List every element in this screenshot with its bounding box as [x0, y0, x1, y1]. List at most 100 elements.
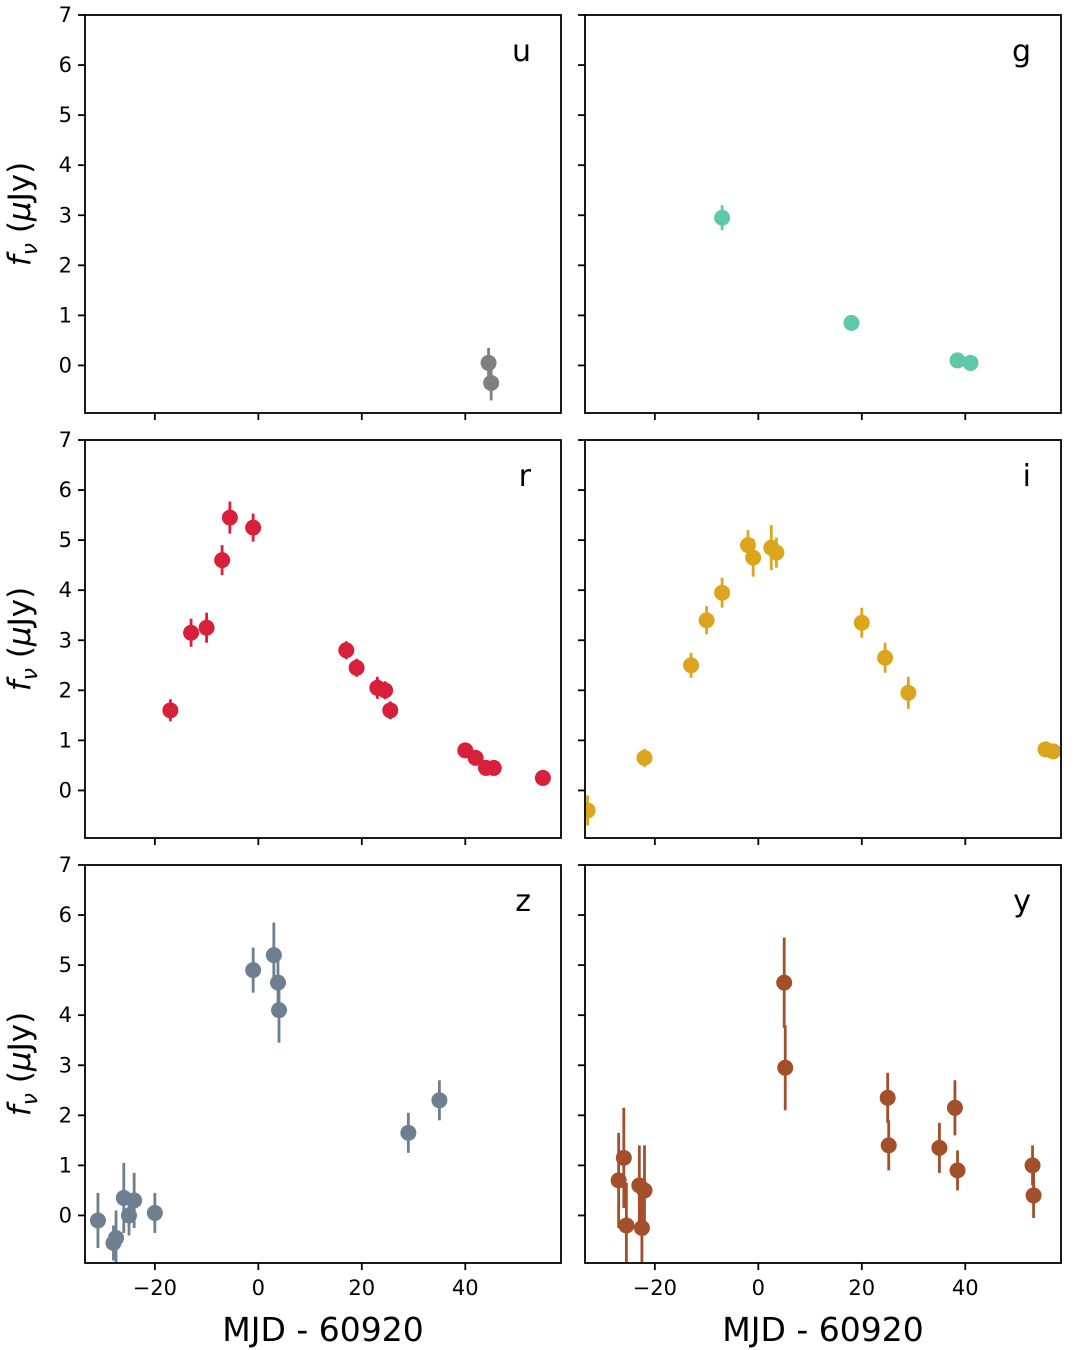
- x-tick-label: 40: [452, 1276, 479, 1300]
- y-tick-label: 2: [59, 1103, 72, 1127]
- data-point-r: [485, 759, 502, 776]
- data-point-r: [245, 519, 262, 536]
- y-tick-label: 5: [59, 953, 72, 977]
- data-point-g: [843, 314, 860, 331]
- axes-spines-y: [584, 864, 1062, 1264]
- y-tick-label: 1: [59, 728, 72, 752]
- x-axis-label: MJD - 60920: [222, 1310, 423, 1349]
- data-point-r: [338, 642, 355, 659]
- data-point-r: [377, 682, 394, 699]
- data-point-i: [739, 537, 756, 554]
- x-tick-label: −20: [633, 1276, 677, 1300]
- axes-spines-i: [584, 439, 1062, 839]
- y-tick-label: 4: [59, 578, 72, 602]
- data-point-i: [745, 549, 762, 566]
- x-tick-label: 0: [252, 1276, 265, 1300]
- axes-spines-z: [84, 864, 562, 1264]
- data-point-z: [431, 1092, 448, 1109]
- data-point-i: [768, 544, 785, 561]
- data-point-r: [214, 552, 231, 569]
- panel-y: −20 0 20 40 y MJD - 60920: [578, 864, 1062, 1349]
- data-point-y: [615, 1149, 632, 1166]
- data-point-r: [162, 702, 179, 719]
- y-tick-label: 0: [59, 1203, 72, 1227]
- band-label-i: i: [1023, 459, 1031, 494]
- y-tick-label: 7: [59, 3, 72, 27]
- data-point-r: [382, 702, 399, 719]
- data-point-r: [467, 749, 484, 766]
- y-tick-label: 2: [59, 678, 72, 702]
- y-tick-label: 3: [59, 203, 72, 227]
- data-point-y: [880, 1137, 897, 1154]
- x-tick-label: 40: [952, 1276, 979, 1300]
- data-point-y: [1025, 1187, 1042, 1204]
- data-point-i: [698, 612, 715, 629]
- data-point-i: [853, 614, 870, 631]
- data-point-r: [183, 624, 200, 641]
- data-point-y: [931, 1139, 948, 1156]
- data-point-z: [89, 1212, 106, 1229]
- band-label-u: u: [512, 34, 531, 69]
- y-axis-label: fν (μJy): [2, 162, 43, 267]
- data-point-z: [245, 962, 262, 979]
- band-label-g: g: [1012, 34, 1031, 69]
- data-point-i: [1045, 743, 1061, 760]
- y-tick-label: 3: [59, 628, 72, 652]
- data-point-z: [400, 1124, 417, 1141]
- data-point-y: [636, 1182, 653, 1199]
- data-point-i: [636, 749, 653, 766]
- data-point-r: [534, 769, 551, 786]
- y-axis-label: fν (μJy): [2, 1012, 43, 1117]
- y-tick-label: 6: [59, 478, 72, 502]
- band-label-y: y: [1013, 884, 1031, 919]
- data-point-i: [683, 657, 700, 674]
- axes-spines-u: [84, 14, 562, 414]
- x-tick-label: 20: [348, 1276, 375, 1300]
- data-point-i: [900, 684, 917, 701]
- y-tick-label: 1: [59, 303, 72, 327]
- y-tick-label: 1: [59, 1153, 72, 1177]
- data-point-y: [946, 1099, 963, 1116]
- data-point-i: [585, 802, 596, 819]
- data-point-i: [714, 584, 731, 601]
- data-point-r: [348, 659, 365, 676]
- y-tick-label: 0: [59, 353, 72, 377]
- panel-z: −20 0 20 40 0 1 2 3 4 5 6 7 z MJD - 60920 fν (μJy): [2, 853, 562, 1349]
- data-point-g: [962, 354, 979, 371]
- y-axis-label: fν (μJy): [2, 587, 43, 692]
- x-tick-label: 20: [848, 1276, 875, 1300]
- x-tick-label: 0: [752, 1276, 765, 1300]
- data-point-y: [610, 1172, 627, 1189]
- x-axis-label: MJD - 60920: [722, 1310, 923, 1349]
- data-point-z: [120, 1207, 137, 1224]
- data-point-g: [714, 209, 731, 226]
- y-tick-label: 0: [59, 778, 72, 802]
- panel-g: g: [578, 14, 1062, 420]
- y-tick-label: 5: [59, 528, 72, 552]
- axes-spines-g: [584, 14, 1062, 414]
- data-point-y: [879, 1089, 896, 1106]
- data-point-y: [633, 1219, 650, 1236]
- panel-i: i: [578, 439, 1062, 845]
- data-point-z: [265, 947, 282, 964]
- data-point-r: [198, 619, 215, 636]
- x-tick-label: −20: [133, 1276, 177, 1300]
- y-tick-label: 6: [59, 903, 72, 927]
- data-point-z: [269, 974, 286, 991]
- y-tick-label: 7: [59, 853, 72, 877]
- data-point-r: [221, 509, 238, 526]
- y-tick-label: 5: [59, 103, 72, 127]
- y-tick-label: 7: [59, 428, 72, 452]
- y-tick-label: 3: [59, 1053, 72, 1077]
- band-label-z: z: [515, 884, 531, 919]
- data-point-y: [776, 974, 793, 991]
- y-tick-label: 4: [59, 153, 72, 177]
- data-point-u: [483, 374, 500, 391]
- data-point-g: [949, 352, 966, 369]
- data-point-u: [480, 354, 497, 371]
- y-tick-label: 4: [59, 1003, 72, 1027]
- data-point-y: [1024, 1157, 1041, 1174]
- y-tick-label: 2: [59, 253, 72, 277]
